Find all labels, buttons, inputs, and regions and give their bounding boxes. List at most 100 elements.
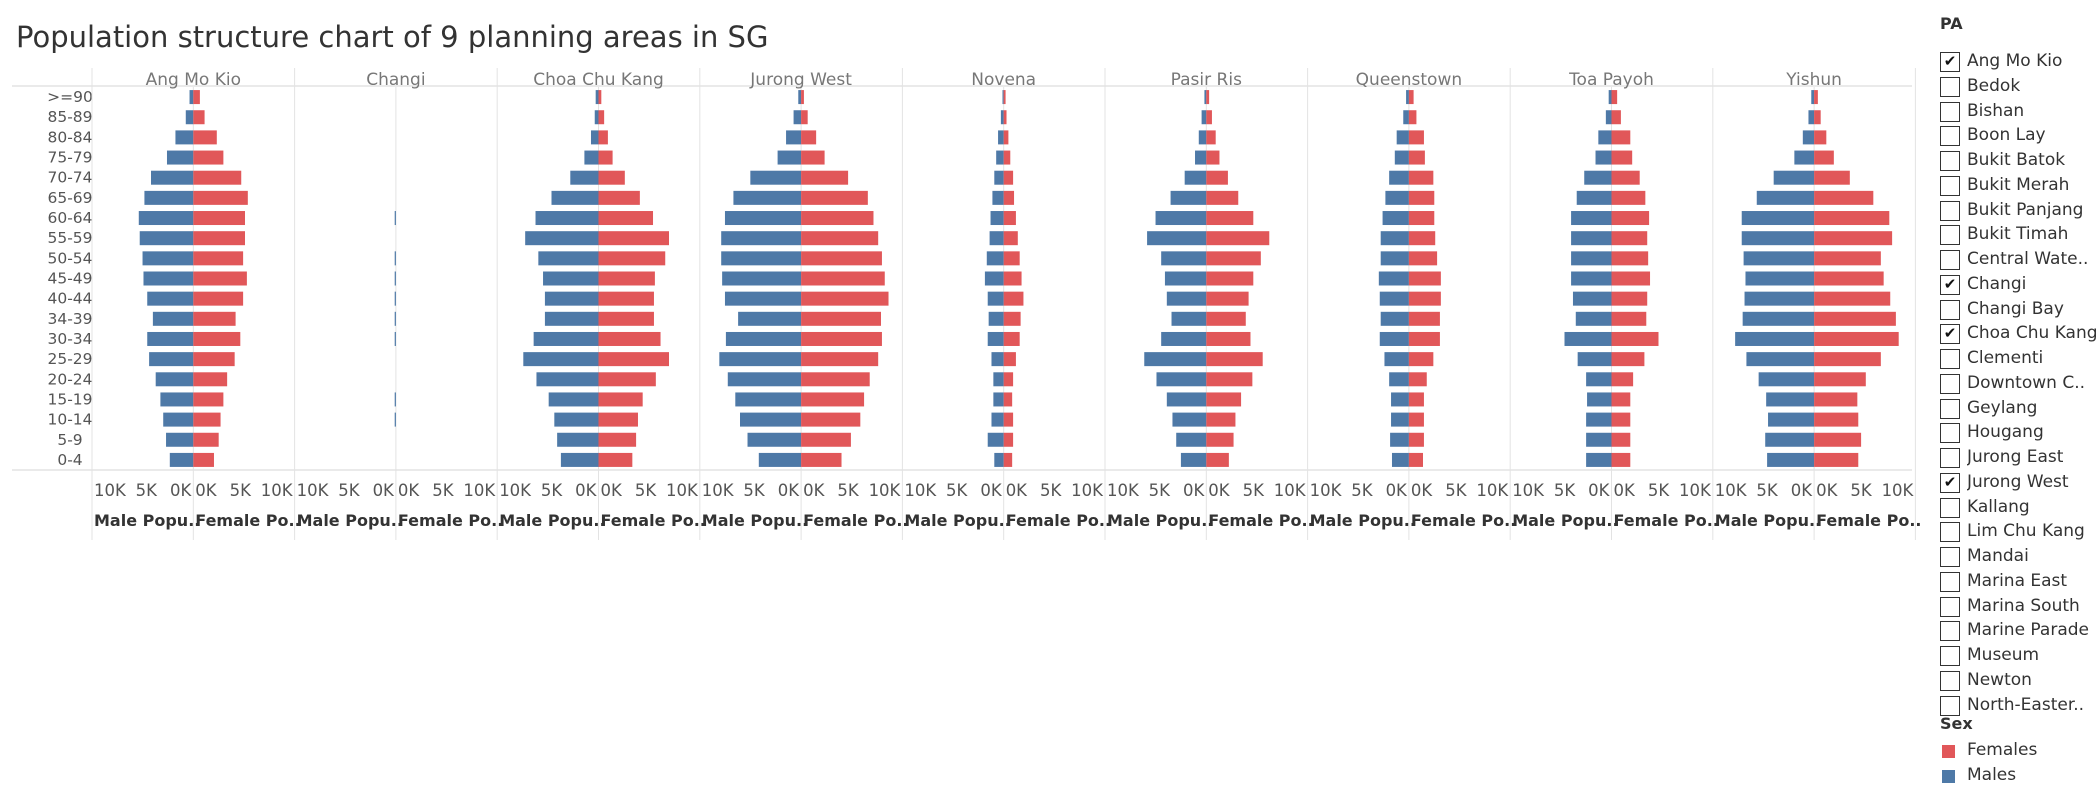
female-bar	[193, 110, 205, 125]
female-bar	[1814, 271, 1884, 286]
female-axis-label: Female Po..	[601, 511, 706, 530]
checkbox[interactable]	[1940, 423, 1960, 444]
pa-filter-item[interactable]: Bishan	[1940, 100, 2100, 125]
pa-filter-item[interactable]: Hougang	[1940, 421, 2100, 446]
male-bar	[725, 331, 802, 346]
female-bar	[1611, 190, 1646, 205]
male-bar	[1378, 271, 1409, 286]
checkbox[interactable]	[1940, 126, 1960, 147]
male-bar	[1595, 150, 1612, 165]
male-bar	[525, 231, 599, 246]
checkbox[interactable]: ✔	[1940, 52, 1960, 72]
male-bar	[557, 432, 599, 447]
checkbox[interactable]: ✔	[1940, 274, 1960, 295]
panel-header: Jurong West	[749, 70, 852, 90]
female-axis-label: Female Po..	[195, 511, 300, 530]
female-bar	[1003, 271, 1022, 286]
checkbox[interactable]	[1940, 101, 1960, 122]
male-bar	[1766, 392, 1815, 407]
pa-filter-item[interactable]: Newton	[1940, 669, 2100, 694]
pa-filter-item[interactable]: Bukit Merah	[1940, 174, 2100, 199]
pa-filter-item[interactable]: Bedok	[1940, 75, 2100, 100]
male-bar	[144, 190, 194, 205]
pa-filter-item[interactable]: Downtown C..	[1940, 372, 2100, 397]
pa-filter-item[interactable]: Marina East	[1940, 570, 2100, 595]
pa-filter-list[interactable]: ✔ Ang Mo Kio Bedok Bishan Boon Lay Bukit Bato…	[1940, 50, 2100, 720]
female-bar	[1003, 211, 1016, 226]
checkbox[interactable]	[1940, 250, 1960, 270]
checkbox[interactable]	[1940, 646, 1960, 666]
pa-filter-item[interactable]: Geylang	[1940, 397, 2100, 422]
checkbox[interactable]	[1940, 670, 1960, 691]
pa-filter-label: Central Wate..	[1967, 249, 2089, 269]
pa-filter-item[interactable]: Marine Parade	[1940, 619, 2100, 644]
pa-filter-label: Changi	[1967, 273, 2027, 294]
checkbox[interactable]: ✔	[1940, 472, 1960, 493]
checkbox[interactable]	[1940, 225, 1960, 246]
x-tick-label: 10K	[297, 481, 330, 500]
x-tick-label: 5K	[1243, 481, 1265, 500]
checkbox[interactable]	[1940, 299, 1960, 320]
x-tick-label: 5K	[946, 481, 968, 500]
female-bar	[1408, 231, 1436, 246]
checkbox[interactable]	[1940, 497, 1960, 518]
male-bar	[793, 110, 802, 125]
pa-filter-item[interactable]: Lim Chu Kang	[1940, 520, 2100, 545]
pa-filter-item[interactable]: Changi Bay	[1940, 298, 2100, 323]
checkbox[interactable]	[1940, 349, 1960, 369]
females-swatch	[1942, 745, 1955, 758]
male-bar	[735, 392, 802, 407]
male-bar	[777, 150, 802, 165]
x-tick-label: 5K	[837, 481, 859, 500]
pa-filter-item[interactable]: Bukit Timah	[1940, 223, 2100, 248]
x-tick-label: 5K	[743, 481, 765, 500]
male-bar	[1379, 331, 1409, 346]
checkbox[interactable]	[1940, 398, 1960, 419]
pa-filter-item[interactable]: Kallang	[1940, 496, 2100, 521]
pa-filter-item[interactable]: Bukit Batok	[1940, 149, 2100, 174]
checkbox[interactable]	[1940, 76, 1960, 97]
checkbox[interactable]	[1940, 200, 1960, 221]
pa-filter-item[interactable]: Boon Lay	[1940, 124, 2100, 149]
male-axis-label: Male Popu..	[1107, 511, 1213, 530]
checkbox[interactable]	[1940, 547, 1960, 567]
checkbox[interactable]	[1940, 175, 1960, 196]
checkbox[interactable]	[1940, 596, 1960, 617]
pa-filter-item[interactable]: Clementi	[1940, 347, 2100, 372]
pa-filter-item[interactable]: ✔ Changi	[1940, 273, 2100, 298]
pa-filter-item[interactable]: ✔ Choa Chu Kang	[1940, 322, 2100, 347]
checkbox[interactable]	[1940, 571, 1960, 592]
male-bar	[394, 311, 396, 326]
checkbox[interactable]	[1940, 695, 1960, 716]
pa-filter-item[interactable]: Central Wate..	[1940, 248, 2100, 273]
pa-filter-item[interactable]: Mandai	[1940, 545, 2100, 570]
pa-filter-item[interactable]: Bukit Panjang	[1940, 199, 2100, 224]
male-bar	[595, 90, 599, 105]
pa-filter-label: Boon Lay	[1967, 125, 2046, 146]
male-bar	[1576, 190, 1612, 205]
pa-filter-item[interactable]: Jurong East	[1940, 446, 2100, 471]
checkbox[interactable]: ✔	[1940, 324, 1960, 345]
age-group-label: 30-34	[47, 330, 92, 348]
checkbox[interactable]	[1940, 522, 1960, 543]
x-tick-label: 5K	[541, 481, 563, 500]
age-group-label: 75-79	[47, 149, 92, 167]
pa-filter-item[interactable]: ✔ Ang Mo Kio	[1940, 50, 2100, 75]
female-bar	[193, 452, 214, 467]
female-bar	[193, 352, 235, 367]
female-bar	[1611, 271, 1651, 286]
male-bar	[993, 392, 1004, 407]
female-bar	[1611, 372, 1634, 387]
checkbox[interactable]	[1940, 621, 1960, 642]
pa-filter-item[interactable]: Marina South	[1940, 595, 2100, 620]
checkbox[interactable]	[1940, 373, 1960, 394]
pa-filter-item[interactable]: Museum	[1940, 644, 2100, 669]
pa-filter-item[interactable]: ✔ Jurong West	[1940, 471, 2100, 496]
checkbox[interactable]	[1940, 448, 1960, 468]
male-bar	[1147, 231, 1207, 246]
pa-filter-item[interactable]: North-Easter..	[1940, 694, 2100, 719]
male-bar	[1161, 251, 1207, 266]
age-group-label: 65-69	[47, 189, 92, 207]
male-bar	[1385, 190, 1409, 205]
checkbox[interactable]	[1940, 151, 1960, 171]
